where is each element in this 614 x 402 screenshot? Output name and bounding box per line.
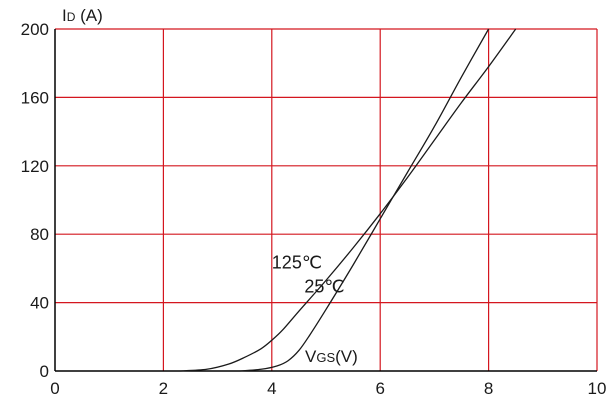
- axes: [54, 29, 597, 372]
- series-labels: 125℃ 25℃: [272, 252, 345, 296]
- x-axis-label: VGS(V): [305, 347, 358, 366]
- series-label-1: 25℃: [304, 276, 344, 296]
- y-tick-label-0: 0: [40, 362, 49, 381]
- x-tick-label-1: 2: [159, 379, 168, 398]
- x-tick-label-0: 0: [50, 379, 59, 398]
- x-tick-label-4: 8: [484, 379, 493, 398]
- y-tick-label-5: 200: [21, 20, 49, 39]
- series-lines: [179, 28, 517, 372]
- series-label-0: 125℃: [272, 252, 322, 272]
- x-tick-label-2: 4: [267, 379, 276, 398]
- y-tick-labels: 0 40 80 120 160 200: [21, 20, 49, 381]
- grid: [55, 28, 598, 371]
- x-axis-label-sub: GS: [316, 350, 335, 365]
- y-axis-label-main: I: [62, 6, 67, 25]
- x-axis-label-unit: (V): [335, 347, 358, 366]
- y-tick-label-1: 40: [30, 294, 49, 313]
- y-axis-label: ID (A): [62, 6, 103, 25]
- y-tick-label-4: 160: [21, 88, 49, 107]
- series-line-1: [239, 28, 490, 372]
- y-tick-label-2: 80: [30, 225, 49, 244]
- series-line-0: [179, 28, 517, 372]
- y-axis-label-unit: (A): [75, 6, 102, 25]
- x-axis-label-main: V: [305, 347, 317, 366]
- y-axis-label-sub: D: [67, 10, 76, 24]
- x-tick-labels: 0 2 4 6 8 10: [50, 379, 606, 398]
- x-tick-label-5: 10: [588, 379, 607, 398]
- y-tick-label-3: 120: [21, 157, 49, 176]
- x-tick-label-3: 6: [375, 379, 384, 398]
